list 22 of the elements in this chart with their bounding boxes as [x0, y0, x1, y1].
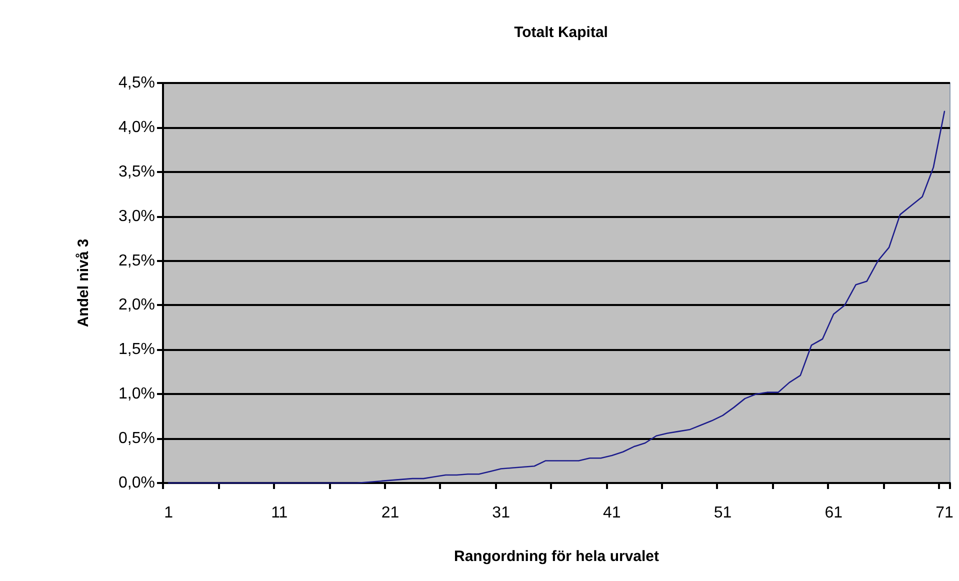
x-tick-label: 21 — [381, 504, 400, 522]
x-tick-label: 41 — [603, 504, 621, 522]
x-tick-label: 1 — [164, 504, 174, 522]
y-tick-label: 4,0% — [118, 118, 155, 136]
x-tick-label: 71 — [936, 504, 954, 522]
y-tick-label: 4,5% — [118, 74, 155, 92]
x-tick-label: 11 — [271, 504, 288, 522]
y-tick-label: 2,0% — [118, 296, 155, 314]
x-tick-label: 61 — [824, 504, 843, 522]
y-axis-title: Andel nivå 3 — [75, 238, 92, 328]
x-axis-title: Rangordning för hela urvalet — [454, 548, 660, 565]
y-tick-label: 0,5% — [118, 430, 155, 448]
y-tick-label: 1,0% — [118, 386, 155, 403]
y-tick-label: 3,0% — [118, 208, 155, 225]
y-tick-label: 0,0% — [118, 474, 155, 492]
line-series — [168, 110, 946, 484]
y-tick-label: 3,5% — [118, 163, 155, 180]
x-tick-label: 31 — [492, 504, 510, 522]
y-tick-label: 2,5% — [118, 252, 155, 270]
y-tick-label: 1,5% — [118, 341, 155, 358]
chart-title: Totalt Kapital — [514, 24, 608, 41]
x-tick-label: 51 — [714, 504, 732, 522]
